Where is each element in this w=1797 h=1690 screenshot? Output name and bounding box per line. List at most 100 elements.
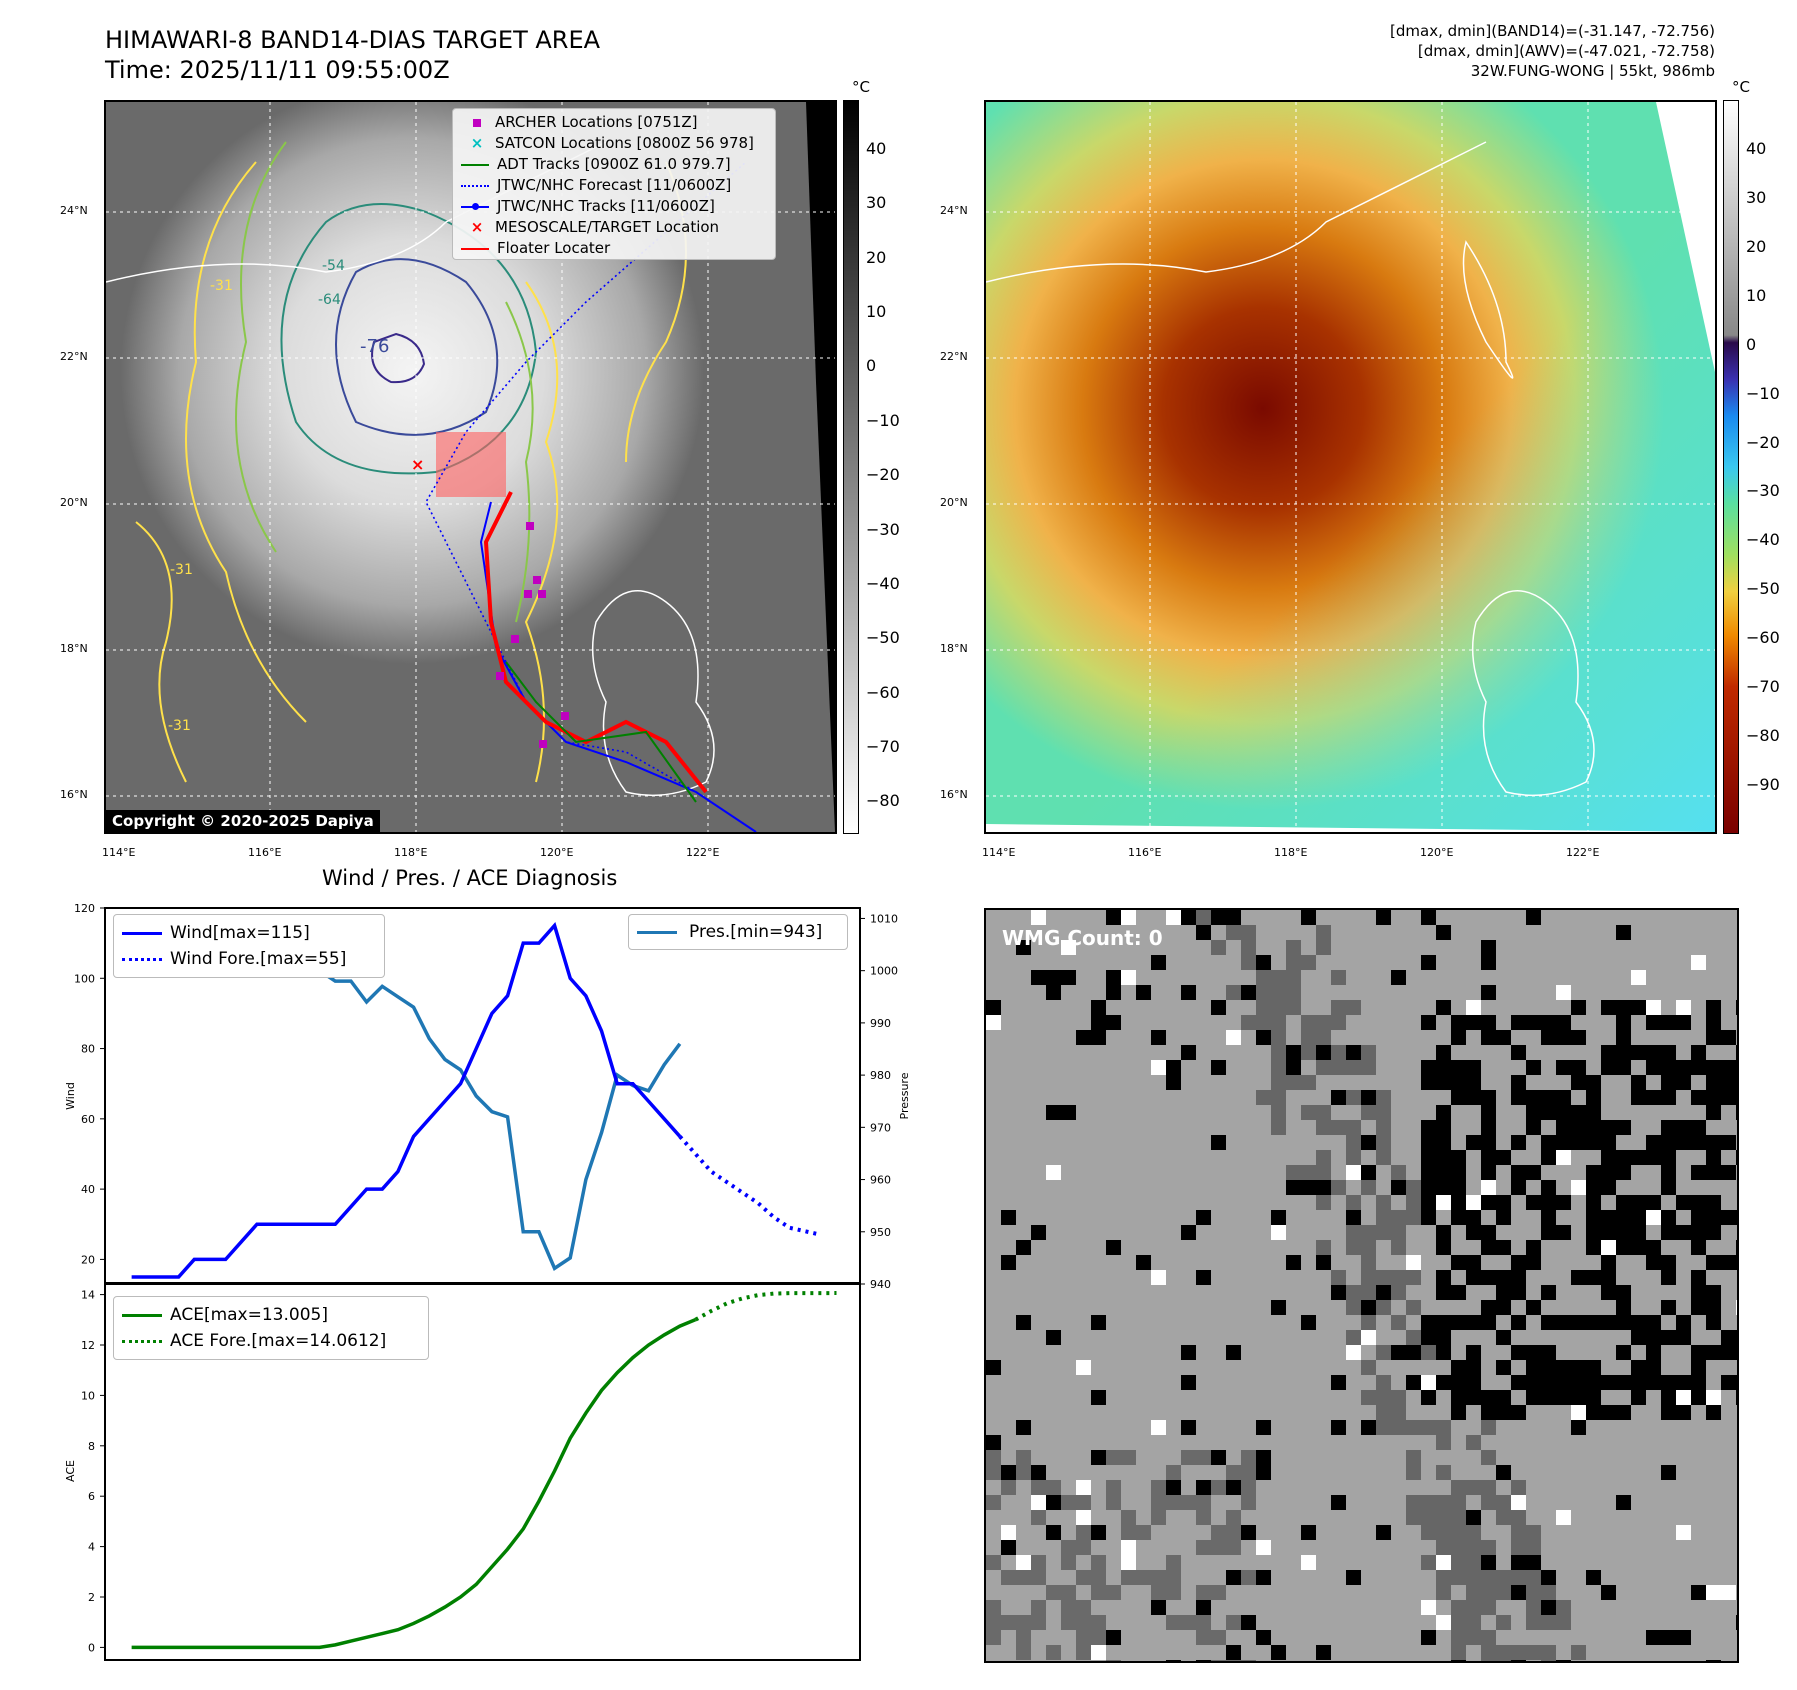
wmg-cell: [1661, 1120, 1676, 1135]
wmg-cell: [1151, 1495, 1166, 1510]
wmg-cell: [1496, 1360, 1511, 1375]
wmg-cell: [1076, 1540, 1091, 1555]
wmg-cell: [1316, 1105, 1331, 1120]
wmg-cell: [1706, 1405, 1721, 1420]
wmg-cell: [986, 1435, 1001, 1450]
wmg-cell: [1361, 1420, 1376, 1435]
wmg-cell: [1436, 1240, 1451, 1255]
wmg-cell: [1301, 1180, 1316, 1195]
wmg-cell: [1316, 940, 1331, 955]
legend-archer: ARCHER Locations [0751Z]: [461, 113, 698, 131]
wmg-cell: [1436, 1435, 1451, 1450]
wmg-cell: [1181, 1375, 1196, 1390]
wmg-cell: [1466, 1090, 1481, 1105]
wmg-cell: [1211, 1000, 1226, 1015]
y-tick-label: 10: [81, 1389, 95, 1402]
wmg-cell: [1691, 1120, 1706, 1135]
wmg-cell: [1616, 1300, 1631, 1315]
wmg-cell: [1526, 1375, 1541, 1390]
wmg-cell: [1571, 1120, 1586, 1135]
wmg-cell: [1706, 1075, 1721, 1090]
wmg-cell: [1511, 1345, 1526, 1360]
wmg-cell: [1676, 1225, 1691, 1240]
colorbar-tick-label: −50: [866, 628, 900, 648]
wmg-cell: [1691, 1195, 1706, 1210]
wmg-cell: [1346, 1090, 1361, 1105]
awv-range: [dmax, dmin](AWV)=(-47.021, -72.758): [1417, 42, 1715, 60]
wmg-cell: [1451, 1255, 1466, 1270]
wmg-cell: [1511, 1495, 1526, 1510]
wmg-cell: [1616, 1015, 1631, 1030]
wmg-cell: [1241, 1465, 1256, 1480]
wmg-cell: [1151, 1270, 1166, 1285]
wmg-cell: [1481, 1030, 1496, 1045]
wmg-cell: [1526, 1600, 1541, 1615]
wmg-cell: [1556, 1015, 1571, 1030]
wmg-cell: [1421, 1135, 1436, 1150]
wmg-cell: [1676, 1060, 1691, 1075]
wmg-cell: [1226, 910, 1241, 925]
wmg-cell: [1481, 1480, 1496, 1495]
wmg-cell: [1346, 1135, 1361, 1150]
wmg-cell: [1226, 1540, 1241, 1555]
wmg-cell: [1451, 1015, 1466, 1030]
wmg-cell: [1736, 1105, 1737, 1120]
wmg-cell: [1616, 1060, 1631, 1075]
wmg-cell: [1511, 1270, 1526, 1285]
wmg-cell: [1541, 1315, 1556, 1330]
wmg-cell: [1046, 1480, 1061, 1495]
wmg-cell: [1256, 955, 1271, 970]
jtwc-forecast-track: [425, 161, 757, 832]
colorbar-tick-label: −70: [866, 737, 900, 756]
wmg-cell: [1661, 1405, 1676, 1420]
wmg-cell: [1256, 1540, 1271, 1555]
wmg-count-label: WMG Count: 0: [1002, 926, 1163, 950]
wmg-cell: [1541, 1030, 1556, 1045]
wmg-cell: [1481, 955, 1496, 970]
wmg-cell: [1571, 1420, 1586, 1435]
wmg-cell: [1541, 1285, 1556, 1300]
wmg-cell: [1541, 1210, 1556, 1225]
wmg-cell: [1481, 1315, 1496, 1330]
wmg-cell: [1181, 1420, 1196, 1435]
plot-frame: [104, 1282, 861, 1661]
wmg-cell: [1271, 1645, 1286, 1660]
wmg-cell: [1571, 1180, 1586, 1195]
wmg-cell: [1421, 1315, 1436, 1330]
wmg-cell: [1271, 1090, 1286, 1105]
wmg-cell: [1346, 1045, 1361, 1060]
wmg-cell: [1061, 1495, 1076, 1510]
wmg-cell: [1151, 1030, 1166, 1045]
colorbar-tick-label: 0: [1746, 334, 1757, 354]
wmg-cell: [1346, 1225, 1361, 1240]
wmg-cell: [1466, 1525, 1481, 1540]
wmg-cell: [1076, 1510, 1091, 1525]
wmg-cell: [1121, 1525, 1136, 1540]
ace-forecast-line-icon: [122, 1339, 162, 1343]
target-location-marker: ×: [411, 455, 424, 474]
wmg-cell: [1271, 1225, 1286, 1240]
wmg-cell: [1391, 1165, 1406, 1180]
copyright-badge: Copyright © 2020-2025 Dapiya: [106, 810, 380, 832]
wmg-cell: [1466, 1585, 1481, 1600]
wmg-cell: [1001, 1255, 1016, 1270]
wmg-cell: [1301, 1315, 1316, 1330]
wmg-cell: [1481, 1660, 1496, 1661]
y-tick-label: 60: [81, 1113, 95, 1126]
wmg-cell: [1646, 1090, 1661, 1105]
wmg-cell: [1556, 1225, 1571, 1240]
lon-label: 116°E: [248, 846, 282, 859]
wmg-cell: [1181, 1615, 1196, 1630]
wmg-cell: [1346, 1000, 1361, 1015]
wmg-cell: [1256, 1015, 1271, 1030]
wmg-cell: [1556, 1030, 1571, 1045]
wmg-cell: [1736, 1000, 1737, 1015]
wmg-cell: [1166, 1660, 1181, 1661]
wmg-cell: [1661, 1045, 1676, 1060]
wmg-cell: [1571, 1105, 1586, 1120]
colorbar-tick-label: 10: [1746, 285, 1767, 305]
wmg-cell: [1496, 1660, 1511, 1661]
wmg-cell: [1676, 1135, 1691, 1150]
wmg-cell: [1316, 1255, 1331, 1270]
y-tick-label: 2: [88, 1591, 95, 1604]
